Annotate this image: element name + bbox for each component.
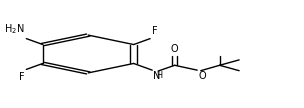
Text: N: N <box>153 71 161 81</box>
Text: O: O <box>171 44 178 54</box>
Text: H$_2$N: H$_2$N <box>4 22 25 36</box>
Text: H: H <box>156 71 162 80</box>
Text: F: F <box>152 26 157 36</box>
Text: O: O <box>199 71 206 81</box>
Text: F: F <box>19 72 25 82</box>
